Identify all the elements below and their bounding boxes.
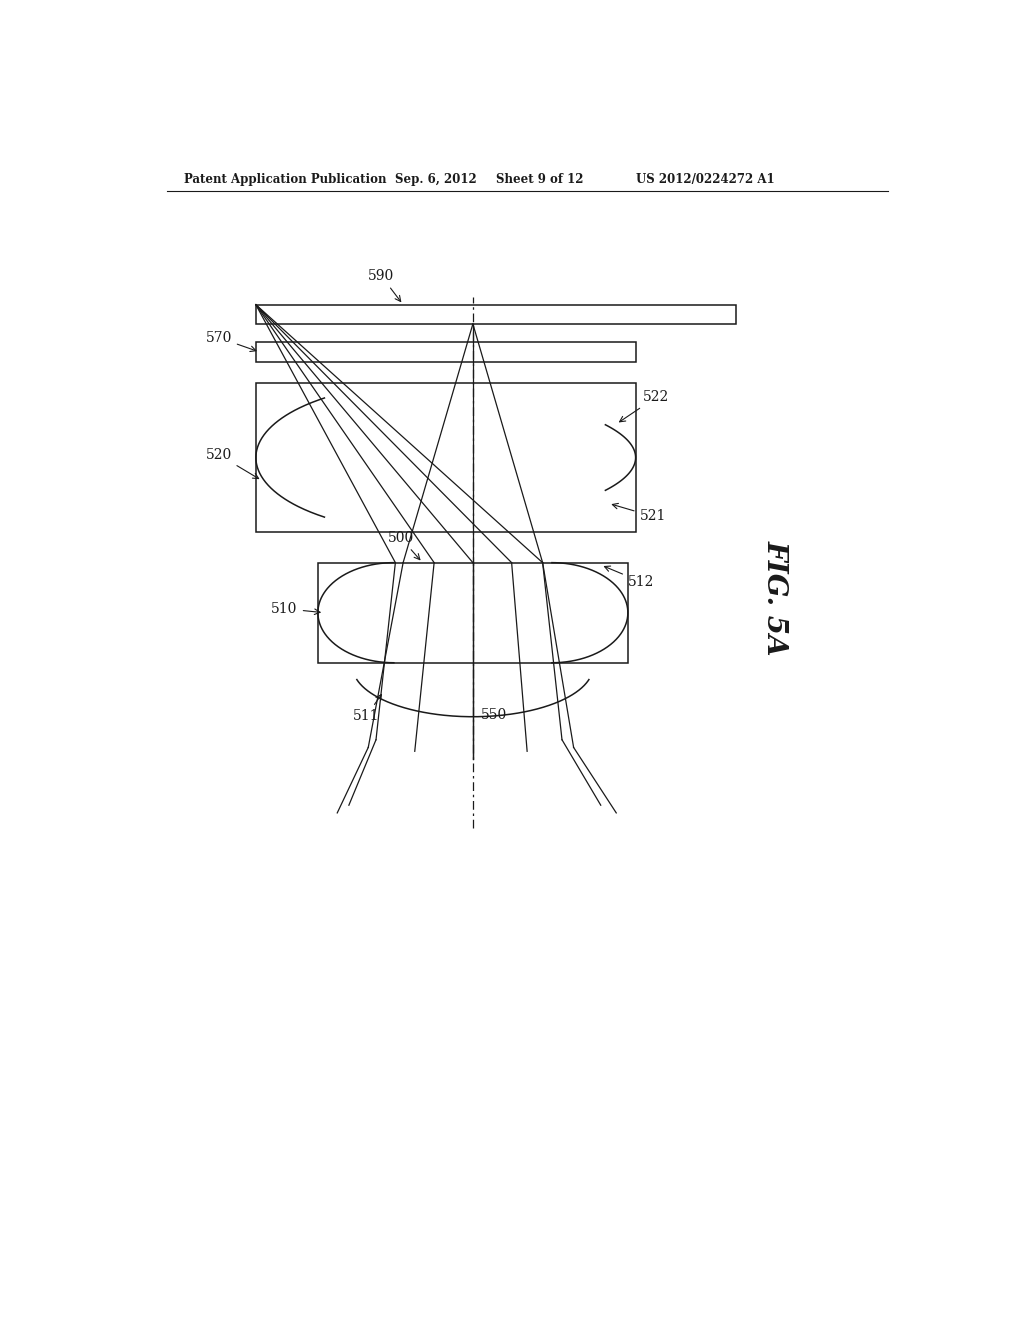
Bar	[256, 305, 736, 323]
Text: 590: 590	[369, 269, 400, 301]
Text: Sep. 6, 2012: Sep. 6, 2012	[395, 173, 477, 186]
Bar	[256, 342, 636, 363]
Text: US 2012/0224272 A1: US 2012/0224272 A1	[636, 173, 774, 186]
Text: 512: 512	[604, 566, 654, 589]
Text: 550: 550	[480, 708, 507, 722]
Bar	[256, 383, 636, 532]
Text: FIG. 5A: FIG. 5A	[762, 540, 788, 655]
Text: 511: 511	[352, 694, 381, 723]
Text: Patent Application Publication: Patent Application Publication	[183, 173, 386, 186]
Text: 510: 510	[271, 602, 321, 615]
Text: 522: 522	[620, 389, 670, 422]
Text: 500: 500	[388, 531, 420, 560]
Text: 520: 520	[206, 447, 259, 479]
Text: Sheet 9 of 12: Sheet 9 of 12	[496, 173, 584, 186]
Bar	[317, 562, 628, 663]
Text: 521: 521	[612, 503, 666, 523]
Text: 570: 570	[206, 331, 256, 351]
